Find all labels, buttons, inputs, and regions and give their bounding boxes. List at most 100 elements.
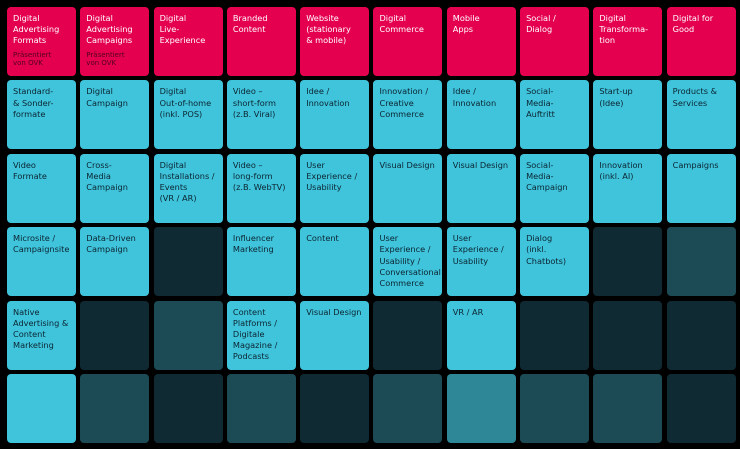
- cell-label: Digital Out-of-home (inkl. POS): [159, 86, 212, 119]
- grid-cell-4-0: Native Advertising & Content Marketing: [7, 300, 76, 370]
- grid-cell-2-2: Digital Installations / Events (VR / AR): [153, 153, 223, 223]
- grid-cell-2-7: Social- Media- Campaign: [520, 153, 590, 223]
- cell-label: User Experience / Usability: [452, 233, 504, 266]
- grid-cell-2-6: Visual Design: [446, 153, 516, 223]
- grid-cell-4-3: Content Platforms / Digitale Magazine / …: [226, 300, 296, 370]
- grid-cell-4-7: [520, 300, 590, 370]
- cell-label: Visual Design: [452, 159, 509, 170]
- cell-label: Visual Design: [306, 306, 362, 317]
- cell-label: Native Advertising & Content Marketing: [13, 306, 69, 351]
- cell-label: User Experience / Usability: [306, 159, 358, 193]
- grid-cell-5-4: [300, 373, 370, 443]
- cell-label: Social- Media- Campaign: [526, 159, 568, 193]
- cell-label: Website (stationary & mobile): [306, 13, 351, 46]
- cell-label: Microsite / Campaignsite: [13, 233, 70, 255]
- grid-cell-4-8: [593, 300, 663, 370]
- cell-label: Video – long-form (z.B. WebTV): [232, 159, 286, 193]
- grid-cell-5-8: [593, 373, 663, 443]
- category-header-0-5: Digital Commerce: [373, 7, 443, 76]
- grid-cell-2-4: User Experience / Usability: [300, 153, 370, 223]
- category-header-0-7: Social / Dialog: [520, 7, 590, 76]
- grid-cell-4-4: Visual Design: [300, 300, 370, 370]
- cell-label: Influencer Marketing: [232, 233, 274, 255]
- category-header-0-6: Mobile Apps: [446, 7, 516, 76]
- grid-cell-1-6: Idee / Innovation: [446, 80, 516, 150]
- grid-cell-1-5: Innovation / Creative Commerce: [373, 80, 443, 150]
- cell-label: Cross- Media Campaign: [86, 159, 128, 193]
- grid-cell-3-8: [593, 227, 663, 297]
- grid-cell-5-7: [520, 373, 590, 443]
- cell-label: Visual Design: [379, 159, 435, 170]
- grid-cell-4-2: [153, 300, 223, 370]
- grid-cell-5-3: [226, 373, 296, 443]
- grid-cell-3-5: User Experience / Usability / Conversati…: [373, 227, 443, 297]
- grid-cell-5-1: [80, 373, 150, 443]
- grid-cell-1-3: Video – short-form (z.B. Viral): [226, 80, 296, 150]
- cell-label: Products & Services: [672, 86, 718, 108]
- cell-label: Video – short-form (z.B. Viral): [232, 86, 276, 119]
- cell-label: Content: [306, 233, 339, 244]
- grid-cell-1-2: Digital Out-of-home (inkl. POS): [153, 80, 223, 150]
- grid-cell-4-5: [373, 300, 443, 370]
- cell-label: VR / AR: [452, 306, 484, 317]
- grid-cell-4-6: VR / AR: [446, 300, 516, 370]
- grid-cell-4-1: [80, 300, 150, 370]
- cell-label: Innovation / Creative Commerce: [379, 86, 429, 119]
- cell-label: Digital for Good: [672, 13, 714, 35]
- grid-cell-5-6: [446, 373, 516, 443]
- cell-label: Digital Advertising Formats: [13, 13, 60, 46]
- cell-sublabel: Präsentiert von OVK: [86, 50, 125, 68]
- cell-label: User Experience / Usability / Conversati…: [379, 233, 441, 288]
- grid-cell-5-0: [7, 373, 76, 443]
- grid-cell-2-5: Visual Design: [373, 153, 443, 223]
- grid-cell-5-9: [666, 373, 736, 443]
- cell-label: Standard- & Sonder- formate: [13, 86, 54, 119]
- grid-cell-3-6: User Experience / Usability: [446, 227, 516, 297]
- cell-label: Innovation (inkl. AI): [599, 159, 643, 181]
- grid-cell-3-1: Data-Driven Campaign: [80, 227, 150, 297]
- cell-label: Video Formate: [13, 159, 47, 181]
- category-header-0-4: Website (stationary & mobile): [300, 7, 370, 76]
- cell-label: Mobile Apps: [452, 13, 480, 35]
- grid-cell-1-1: Digital Campaign: [80, 80, 150, 150]
- cell-label: Data-Driven Campaign: [86, 233, 136, 255]
- grid-cell-2-1: Cross- Media Campaign: [80, 153, 150, 223]
- grid-cell-2-9: Campaigns: [666, 153, 736, 223]
- cell-sublabel: Präsentiert von OVK: [13, 50, 52, 68]
- cell-label: Social / Dialog: [526, 13, 556, 35]
- grid-cell-3-4: Content: [300, 227, 370, 297]
- grid-cell-3-0: Microsite / Campaignsite: [7, 227, 76, 297]
- cell-label: Dialog (inkl. Chatbots): [526, 233, 567, 266]
- grid-cell-3-7: Dialog (inkl. Chatbots): [520, 227, 590, 297]
- grid-cell-2-3: Video – long-form (z.B. WebTV): [226, 153, 296, 223]
- cell-label: Social- Media- Auftritt: [526, 86, 555, 119]
- cell-label: Digital Advertising Campaigns: [86, 13, 133, 46]
- cell-label: Digital Transforma- tion: [599, 13, 649, 46]
- grid-cell-3-3: Influencer Marketing: [226, 227, 296, 297]
- grid-cell-2-8: Innovation (inkl. AI): [593, 153, 663, 223]
- cell-label: Start-up (Idee): [599, 86, 633, 108]
- category-grid: Digital Advertising Formats Präsentiert v…: [7, 7, 736, 443]
- cell-label: Branded Content: [232, 13, 268, 35]
- category-header-0-3: Branded Content: [226, 7, 296, 76]
- category-header-0-1: Digital Advertising Campaigns Präsentiert…: [80, 7, 150, 76]
- category-header-0-9: Digital for Good: [666, 7, 736, 76]
- cell-label: Idee / Innovation: [306, 86, 350, 108]
- grid-cell-1-0: Standard- & Sonder- formate: [7, 80, 76, 150]
- cell-label: Digital Campaign: [86, 86, 128, 108]
- grid-cell-3-2: [153, 227, 223, 297]
- grid-cell-5-2: [153, 373, 223, 443]
- cell-label: Content Platforms / Digitale Magazine / …: [232, 306, 278, 362]
- cell-label: Idee / Innovation: [452, 86, 497, 108]
- cell-label: Digital Commerce: [379, 13, 424, 35]
- grid-cell-1-9: Products & Services: [666, 80, 736, 150]
- category-header-0-2: Digital Live- Experience: [153, 7, 223, 76]
- grid-cell-5-5: [373, 373, 443, 443]
- cell-label: Campaigns: [672, 159, 719, 170]
- cell-label: Digital Live- Experience: [159, 13, 206, 46]
- grid-cell-4-9: [666, 300, 736, 370]
- grid-cell-1-4: Idee / Innovation: [300, 80, 370, 150]
- grid-cell-1-8: Start-up (Idee): [593, 80, 663, 150]
- grid-cell-1-7: Social- Media- Auftritt: [520, 80, 590, 150]
- cell-label: Digital Installations / Events (VR / AR): [159, 159, 215, 204]
